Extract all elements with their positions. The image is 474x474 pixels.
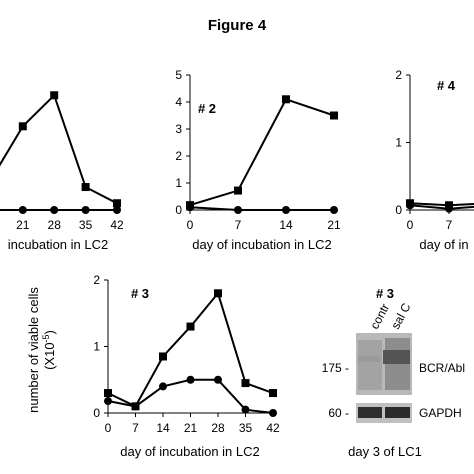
data-point-circle <box>269 409 277 417</box>
data-point-square <box>81 183 90 192</box>
blot-panel-label: # 3 <box>376 286 394 301</box>
data-point-circle <box>81 206 90 214</box>
blot-caption: day 3 of LC1 <box>348 444 422 459</box>
data-point-square <box>186 322 195 331</box>
chart-panel-3: 0 1 2 0 7 14 21 28 35 42 day of incubation in LC2 #… <box>93 273 280 459</box>
y-axis-unit: (X10-5) <box>41 330 57 370</box>
y-axis-unit-exponent: -5 <box>41 334 51 342</box>
data-point-circle <box>282 206 290 214</box>
data-point-circle <box>234 206 242 214</box>
x-tick-label: 14 <box>156 421 170 435</box>
blot-lane-label-2: sal C <box>388 300 413 331</box>
y-tick-label: 5 <box>175 68 182 82</box>
x-tick-label: 35 <box>79 218 93 232</box>
bcr-abl-band-control <box>358 356 380 362</box>
x-tick-label: 7 <box>132 421 139 435</box>
x-axis-title: day of incubation in LC2 <box>120 444 259 459</box>
y-axis-unit-base: (X10 <box>42 342 57 369</box>
x-tick-label: 28 <box>211 421 225 435</box>
data-point-circle <box>131 402 140 411</box>
x-tick-label: 42 <box>266 421 280 435</box>
series-line-square <box>189 98 335 207</box>
series-line-square <box>0 93 118 205</box>
band-label-bcr-abl: BCR/Abl <box>419 361 465 375</box>
series-line-square <box>409 202 474 207</box>
marker-175: 175 - <box>322 361 349 375</box>
data-point-circle <box>406 201 414 210</box>
blot-lane-label-1: contr <box>367 301 392 331</box>
data-point-square <box>234 186 242 195</box>
panel-label: # 4 <box>437 78 456 93</box>
x-axis-title: day of in <box>419 237 468 252</box>
data-point-circle <box>186 375 195 384</box>
data-point-square <box>104 389 112 398</box>
data-point-circle <box>330 206 338 214</box>
data-point-square <box>159 352 167 361</box>
x-tick-label: 28 <box>48 218 62 232</box>
chart-panel-2: 0 1 2 3 4 5 0 7 14 21 day of incubation in LC2 # 2 <box>175 68 341 252</box>
panel-label: # 2 <box>198 101 216 116</box>
x-tick-label: 21 <box>184 421 198 435</box>
band-label-gapdh: GAPDH <box>419 406 462 420</box>
data-point-square <box>50 91 59 100</box>
y-tick-label: 4 <box>175 95 182 109</box>
y-tick-label: 1 <box>395 136 402 150</box>
y-tick-label: 2 <box>395 68 402 82</box>
data-point-square <box>330 111 338 120</box>
data-point-square <box>113 199 121 208</box>
chart-panel-4: 0120714day of in# 4 <box>395 68 474 252</box>
data-point-circle <box>186 203 194 212</box>
y-axis-unit-close: ) <box>42 330 57 334</box>
data-point-circle <box>104 397 112 406</box>
data-point-square <box>18 122 27 131</box>
chart-panel-1: 1421283542incubation in LC2 <box>0 91 124 252</box>
y-tick-label: 2 <box>175 149 182 163</box>
data-point-circle <box>113 206 121 214</box>
y-tick-label: 0 <box>93 406 100 420</box>
x-tick-label: 7 <box>235 218 242 232</box>
y-tick-label: 0 <box>395 203 402 217</box>
x-tick-label: 0 <box>105 421 112 435</box>
gapdh-band-1 <box>358 407 382 418</box>
y-axis-title: number of viable cells <box>26 287 41 413</box>
x-axis-title: day of incubation in LC2 <box>192 237 331 252</box>
y-tick-label: 0 <box>175 203 182 217</box>
x-tick-label: 0 <box>407 218 414 232</box>
y-tick-label: 2 <box>93 273 100 287</box>
western-blot: # 3 contr sal C 175 - 60 - BCR/Abl GAPDH… <box>322 286 465 459</box>
y-tick-label: 1 <box>175 176 182 190</box>
data-point-square <box>241 379 250 388</box>
y-axis-title-text: number of viable cells <box>26 287 41 413</box>
x-tick-label: 42 <box>110 218 124 232</box>
data-point-circle <box>18 206 27 214</box>
x-tick-label: 14 <box>279 218 293 232</box>
y-tick-label: 1 <box>93 340 100 354</box>
data-point-circle <box>445 204 453 213</box>
x-tick-label: 21 <box>16 218 30 232</box>
data-point-circle <box>241 405 250 414</box>
x-axis-title: incubation in LC2 <box>8 237 108 252</box>
series-line-square <box>107 291 274 408</box>
gapdh-band-2 <box>385 407 410 418</box>
x-tick-label: 35 <box>239 421 253 435</box>
panel-label: # 3 <box>131 286 149 301</box>
marker-60: 60 - <box>328 406 349 420</box>
data-point-square <box>214 289 222 298</box>
data-point-square <box>282 95 290 104</box>
figure-title: Figure 4 <box>208 17 267 34</box>
bcr-abl-band <box>383 350 410 364</box>
data-point-square <box>269 389 277 398</box>
data-point-circle <box>214 375 222 384</box>
x-tick-label: 21 <box>327 218 341 232</box>
data-point-circle <box>159 382 167 391</box>
x-tick-label: 7 <box>446 218 453 232</box>
blot-lane-1-smear <box>358 340 382 390</box>
series-line-circle <box>189 206 334 211</box>
data-point-circle <box>50 206 59 214</box>
y-tick-label: 3 <box>175 122 182 136</box>
x-tick-label: 0 <box>187 218 194 232</box>
